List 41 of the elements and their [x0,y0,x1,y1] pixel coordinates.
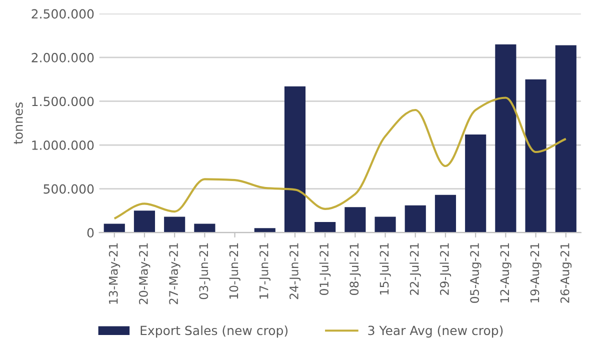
y-tick-label: 500.000 [44,184,94,194]
x-tick-label: 05-Aug-21 [470,243,482,303]
bar [555,45,576,233]
x-tick-label: 20-May-21 [138,243,150,304]
x-tick-label: 19-Aug-21 [530,243,542,302]
bar [284,86,306,233]
y-axis-title: tonnes [14,102,23,144]
x-tick-label: 12-Aug-21 [500,243,512,302]
y-tick-label: 2.500.000 [32,9,94,19]
y-tick-label: 0 [87,228,94,238]
x-tick-label: 15-Jul-21 [380,243,391,294]
x-tick-label: 17-Jun-21 [259,243,270,299]
bar [314,222,336,233]
x-tick-label: 24-Jun-21 [289,243,301,300]
bar [164,216,186,233]
y-tick-label: 1.500.000 [32,96,94,106]
x-tick-label: 08-Jul-21 [349,243,361,295]
bar [434,194,456,233]
bar [104,224,125,233]
bar [134,210,156,233]
y-tick-label: 1.000.000 [32,140,94,150]
legend-label: Export Sales (new crop) [140,325,288,338]
bar [525,79,546,233]
y-tick-label: 2.000.000 [32,52,94,62]
x-tick-label: 26-Aug-21 [560,243,572,303]
x-tick-label: 22-Jul-21 [410,243,421,295]
bar [254,228,276,233]
bar [465,134,486,233]
bar [344,207,366,233]
x-tick-label: 10-Jun-21 [229,243,240,299]
legend-label: 3 Year Avg (new crop) [368,326,503,338]
bar [404,205,426,233]
x-tick-label: 01-Jul-21 [319,243,331,295]
bar [374,216,396,233]
x-tick-label: 29-Jul-21 [440,243,452,295]
line-series [113,96,567,220]
bar [495,44,516,233]
bar [194,224,216,233]
x-tick-label: 13-May-21 [108,243,120,304]
x-tick-label: 27-May-21 [169,243,180,304]
x-tick-label: 03-Jun-21 [199,243,210,300]
